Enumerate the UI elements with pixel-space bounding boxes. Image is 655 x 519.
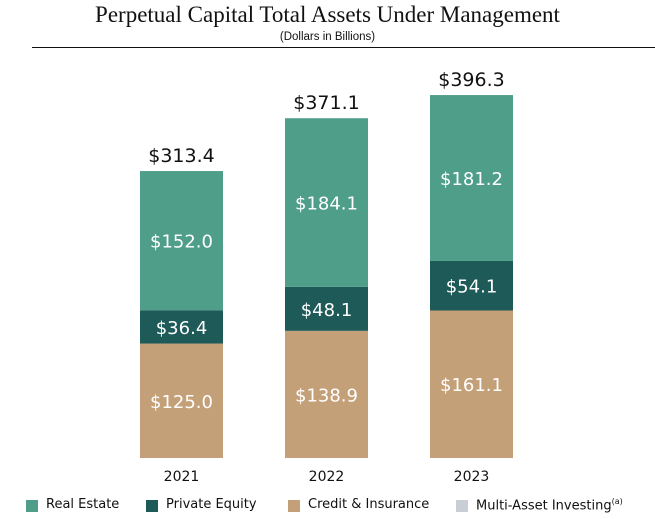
legend-swatch-real-estate <box>26 500 38 512</box>
bar-segment-credit-and-insurance-2023 <box>430 310 513 458</box>
data-label-private-equity-2023: $54.1 <box>446 277 498 298</box>
total-label-2022: $371.1 <box>293 92 359 114</box>
bar-segment-private-equity-2023 <box>430 260 513 311</box>
legend-label-real-estate: Real Estate <box>46 497 120 512</box>
legend-footnote-marker: (a) <box>611 497 623 506</box>
title-divider <box>32 47 655 48</box>
total-label-2021: $313.4 <box>148 145 214 167</box>
x-tick-label-2021: 2021 <box>164 469 200 485</box>
data-label-credit-and-insurance-2022: $138.9 <box>295 385 358 406</box>
bar-segment-real-estate-2021 <box>140 171 223 311</box>
x-tick-label-2022: 2022 <box>309 469 345 485</box>
legend-label-private-equity: Private Equity <box>166 497 257 512</box>
chart-subtitle: (Dollars in Billions) <box>279 31 376 43</box>
data-label-private-equity-2021: $36.4 <box>156 318 208 339</box>
data-label-real-estate-2021: $152.0 <box>150 232 213 253</box>
legend-swatch-multi-asset-investing <box>456 500 468 512</box>
legend-swatch-private-equity <box>146 500 158 512</box>
bar-segment-real-estate-2022 <box>285 118 368 287</box>
chart-title: Perpetual Capital Total Assets Under Man… <box>95 2 560 27</box>
data-label-credit-and-insurance-2023: $161.1 <box>440 375 503 396</box>
data-label-real-estate-2023: $181.2 <box>440 169 503 190</box>
chart-legend: Real Estate Private Equity Credit & Insu… <box>26 496 655 516</box>
x-tick-label-2023: 2023 <box>454 469 490 485</box>
legend-label-multi-asset-text: Multi-Asset Investing <box>476 498 612 514</box>
data-label-real-estate-2022: $184.1 <box>295 194 358 215</box>
bar-segment-private-equity-2022 <box>285 286 368 331</box>
data-label-private-equity-2022: $48.1 <box>301 300 353 321</box>
bar-segment-credit-and-insurance-2022 <box>285 330 368 458</box>
legend-label-multi-asset-investing: Multi-Asset Investing(a) <box>476 497 623 513</box>
legend-label-credit-insurance: Credit & Insurance <box>308 497 430 512</box>
bar-segment-private-equity-2021 <box>140 310 223 344</box>
total-label-2023: $396.3 <box>438 69 504 91</box>
data-label-credit-and-insurance-2021: $125.0 <box>150 392 213 413</box>
bar-segment-real-estate-2023 <box>430 95 513 261</box>
legend-swatch-credit-insurance <box>288 500 300 512</box>
bar-segment-credit-and-insurance-2021 <box>140 343 223 458</box>
